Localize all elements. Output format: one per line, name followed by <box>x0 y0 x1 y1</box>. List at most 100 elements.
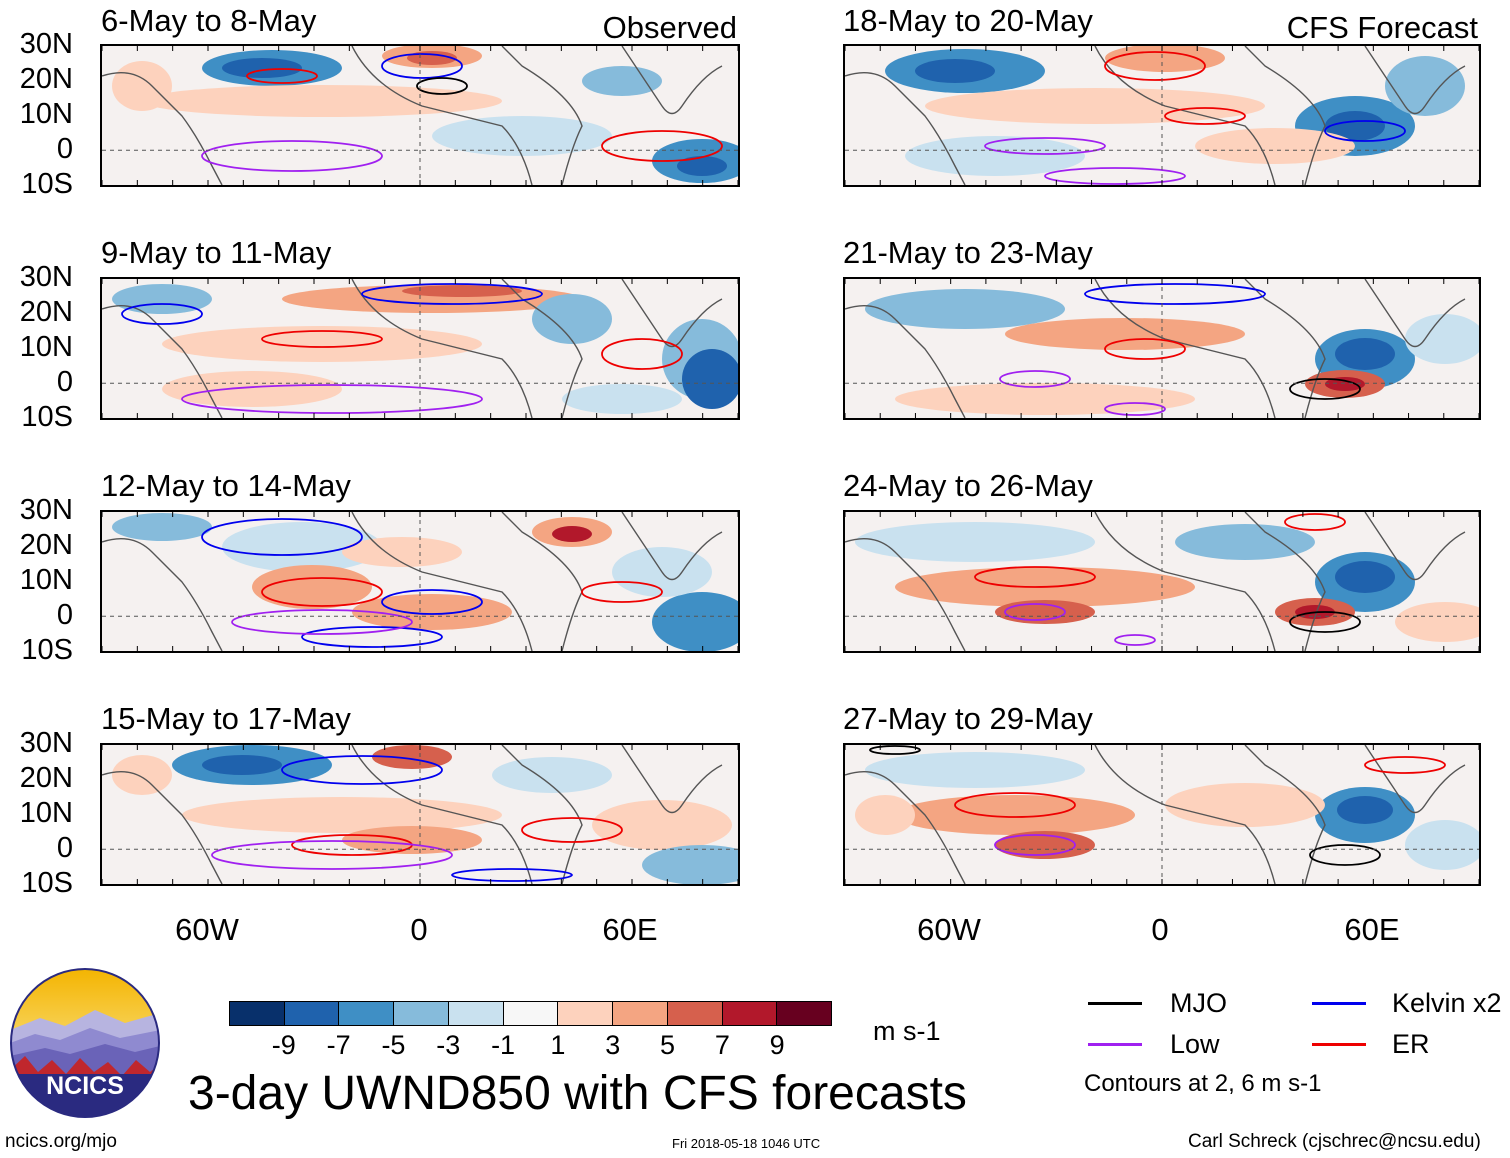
map-observed-3 <box>100 510 740 653</box>
lat-label: 20N <box>19 296 73 328</box>
lat-label: 30N <box>19 494 73 526</box>
legend-low-label: Low <box>1170 1029 1220 1059</box>
map-field <box>102 279 738 418</box>
wind-anomaly-shading <box>112 755 172 795</box>
legend-kelvin-line <box>1312 1002 1366 1005</box>
colorbar-label: 1 <box>550 1030 566 1060</box>
wave-contour <box>451 868 573 882</box>
panel-title: 9-May to 11-May <box>101 235 332 270</box>
wave-contour <box>1104 402 1166 416</box>
wave-contour <box>381 589 483 615</box>
wind-anomaly-shading <box>915 59 995 83</box>
legend-er-label: ER <box>1392 1029 1430 1059</box>
colorbar-label: 7 <box>714 1030 730 1060</box>
wave-contour <box>201 518 363 556</box>
coastline <box>845 745 1466 884</box>
map-field <box>102 512 738 651</box>
panel-title: 21-May to 23-May <box>843 235 1093 270</box>
wind-anomaly-shading <box>222 522 382 572</box>
wave-contour <box>1164 107 1246 125</box>
coastline <box>102 512 723 651</box>
wind-anomaly-shading <box>1335 338 1395 370</box>
wave-contour <box>301 626 443 648</box>
wave-contour <box>1004 603 1066 621</box>
wave-contour <box>361 283 543 305</box>
map-observed-2 <box>100 277 740 420</box>
colorbar-swatch <box>777 1002 832 1025</box>
wind-anomaly-shading <box>432 116 612 156</box>
coastline <box>102 279 723 418</box>
wind-anomaly-shading <box>652 592 738 651</box>
map-field <box>845 512 1479 651</box>
wind-anomaly-shading <box>142 85 502 117</box>
wind-anomaly-shading <box>222 58 302 78</box>
wind-anomaly-shading <box>865 752 1085 788</box>
map-field <box>845 279 1479 418</box>
wind-anomaly-shading <box>855 522 1095 562</box>
lat-label: 20N <box>19 63 73 95</box>
colorbar-swatch <box>394 1002 449 1025</box>
wind-anomaly-shading <box>202 755 282 775</box>
wave-contour <box>1324 120 1406 142</box>
wave-contour <box>954 792 1076 818</box>
ncics-logo: NCICS <box>10 968 160 1118</box>
footer-url[interactable]: ncics.org/mjo <box>5 1131 117 1152</box>
wind-anomaly-shading <box>1385 56 1465 116</box>
lat-label: 10N <box>19 98 73 130</box>
map-field <box>102 745 738 884</box>
map-forecast-4 <box>843 743 1481 886</box>
wind-anomaly-shading <box>492 757 612 793</box>
wind-anomaly-shading <box>252 565 372 609</box>
lat-label: 20N <box>19 529 73 561</box>
wave-contour <box>521 817 623 843</box>
colorbar-label: 5 <box>660 1030 676 1060</box>
wave-contour <box>381 53 463 79</box>
wave-contour <box>984 137 1106 155</box>
panel-title: 12-May to 14-May <box>101 468 351 503</box>
colorbar-label: 9 <box>769 1030 785 1060</box>
lon-label-60w-left: 60W <box>175 912 239 947</box>
map-observed-4 <box>100 743 740 886</box>
wind-anomaly-shading <box>342 537 462 567</box>
wave-contour <box>211 840 453 870</box>
map-field <box>845 745 1479 884</box>
legend-mjo-label: MJO <box>1170 988 1227 1018</box>
wave-contour <box>1309 844 1381 866</box>
lat-label: 10N <box>19 331 73 363</box>
wave-contour <box>999 370 1071 388</box>
wind-anomaly-shading <box>855 795 915 835</box>
lat-label: 10S <box>21 634 73 666</box>
lat-label: 10N <box>19 564 73 596</box>
wave-contour <box>1114 634 1156 646</box>
colorbar-swatch <box>558 1002 614 1025</box>
wave-contour <box>581 581 663 603</box>
wave-contour <box>1364 756 1446 774</box>
coastline <box>845 279 1466 418</box>
wind-anomaly-shading <box>1405 820 1479 870</box>
lat-label: 0 <box>56 599 73 631</box>
panel-title: 27-May to 29-May <box>843 701 1093 736</box>
colorbar-swatch <box>230 1002 285 1025</box>
wave-contour <box>281 755 443 785</box>
colorbar-swatch <box>722 1002 778 1025</box>
wave-contour <box>1104 338 1186 360</box>
colorbar-swatch <box>613 1002 668 1025</box>
colorbar-units: m s-1 <box>873 1016 941 1046</box>
colorbar-swatch <box>448 1002 504 1025</box>
lat-label: 10S <box>21 401 73 433</box>
wind-anomaly-shading <box>112 513 212 541</box>
legend-er-line <box>1312 1043 1366 1046</box>
wind-anomaly-shading <box>532 294 612 344</box>
wave-contour <box>261 330 383 348</box>
panel-title: 15-May to 17-May <box>101 701 351 736</box>
coastline <box>102 745 723 884</box>
colorbar-swatch <box>503 1002 559 1025</box>
wind-anomaly-shading <box>995 600 1095 624</box>
lat-label: 0 <box>56 832 73 864</box>
footer-credit: Carl Schreck (cjschrec@ncsu.edu) <box>1188 1131 1481 1152</box>
wave-contour <box>1104 51 1206 81</box>
wind-anomaly-shading <box>1325 111 1385 141</box>
wave-contour <box>994 834 1076 856</box>
wind-anomaly-shading <box>1335 561 1395 593</box>
map-forecast-1 <box>843 44 1481 187</box>
